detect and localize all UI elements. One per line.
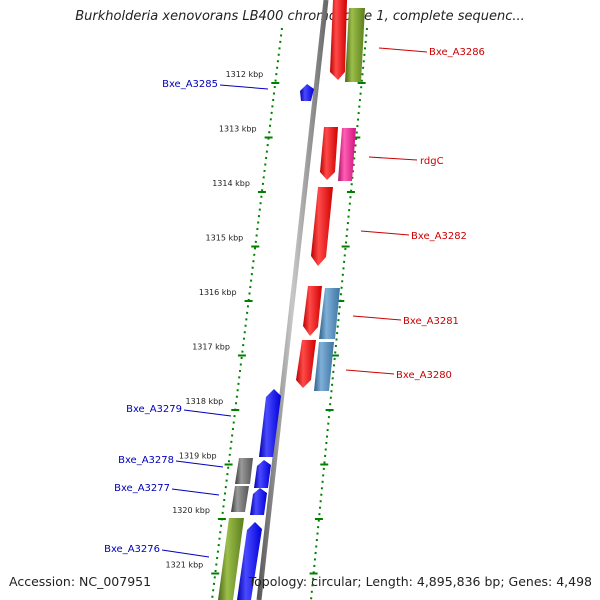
gene-leader-line xyxy=(345,369,395,375)
gene-label-bxe-a3276[interactable]: Bxe_A3276 xyxy=(104,544,160,555)
gene-bxe-a3281-red[interactable] xyxy=(303,286,322,336)
gene-leader-line xyxy=(175,460,224,468)
gene-rdgc[interactable] xyxy=(338,128,356,181)
gene-leader-line xyxy=(368,156,418,161)
gene-bxe-a3277[interactable] xyxy=(250,488,267,515)
ruler-label: 1318 kbp xyxy=(186,397,224,406)
gene-label-bxe-a3281[interactable]: Bxe_A3281 xyxy=(403,316,459,327)
gene-bxe-a3279[interactable] xyxy=(259,389,281,457)
gene-bxe-a3281[interactable] xyxy=(319,288,340,339)
ruler-label: 1315 kbp xyxy=(206,234,244,243)
accession-text: Accession: NC_007951 xyxy=(9,574,152,589)
gene-red-1[interactable] xyxy=(320,127,338,180)
map-title: Burkholderia xenovorans LB400 chromosome… xyxy=(75,9,525,24)
gene-leader-line xyxy=(360,230,410,236)
minus-strand-guide xyxy=(211,27,283,600)
gene-labels: Bxe_A3286 Bxe_A3285 rdgC Bxe_A3282 Bxe_A3281… xyxy=(104,47,485,558)
gene-bxe-a3277-gray[interactable] xyxy=(231,486,249,512)
kbp-ruler: 1312 kbp 1313 kbp 1314 kbp 1315 kbp 1316 kbp… xyxy=(166,70,366,575)
gene-leader-line xyxy=(183,409,232,417)
gene-features xyxy=(218,0,365,600)
genome-stats-text: Topology: circular; Length: 4,895,836 bp… xyxy=(248,574,592,589)
gene-label-bxe-a3286[interactable]: Bxe_A3286 xyxy=(429,47,485,58)
gene-bxe-a3280[interactable] xyxy=(314,342,334,391)
gene-bxe-a3285[interactable] xyxy=(300,84,314,101)
gene-label-bxe-a3277[interactable]: Bxe_A3277 xyxy=(114,483,170,494)
gene-label-rdgc[interactable]: rdgC xyxy=(420,156,444,167)
gene-bxe-a3278[interactable] xyxy=(254,460,271,488)
ruler-label: 1320 kbp xyxy=(172,506,210,515)
gene-bxe-a3280-red[interactable] xyxy=(296,340,316,388)
gene-leader-line xyxy=(219,84,269,90)
gene-bxe-a3282[interactable] xyxy=(311,187,333,266)
gene-label-bxe-a3278[interactable]: Bxe_A3278 xyxy=(118,455,174,466)
gene-label-bxe-a3280[interactable]: Bxe_A3280 xyxy=(396,370,452,381)
gene-bxe-a3278-gray[interactable] xyxy=(235,458,253,484)
gene-label-bxe-a3282[interactable]: Bxe_A3282 xyxy=(411,231,467,242)
gene-leader-line xyxy=(171,488,220,496)
gene-bxe-a3286[interactable] xyxy=(345,8,365,82)
gene-red-top[interactable] xyxy=(330,0,347,80)
ruler-label: 1319 kbp xyxy=(179,452,217,461)
ruler-label: 1313 kbp xyxy=(219,125,257,134)
plus-strand-guide xyxy=(310,27,368,600)
gene-leader-line xyxy=(161,549,210,558)
gene-label-bxe-a3285[interactable]: Bxe_A3285 xyxy=(162,79,218,90)
ruler-label: 1317 kbp xyxy=(192,343,230,352)
ruler-label: 1316 kbp xyxy=(199,288,237,297)
chromosome-backbone xyxy=(256,0,329,600)
ruler-label: 1314 kbp xyxy=(212,179,250,188)
ruler-label: 1312 kbp xyxy=(226,70,264,79)
gene-label-bxe-a3279[interactable]: Bxe_A3279 xyxy=(126,404,182,415)
gene-leader-line xyxy=(352,315,402,321)
gene-bxe-a3276[interactable] xyxy=(237,522,262,600)
gene-bxe-a3276-olive[interactable] xyxy=(218,518,244,600)
gene-leader-line xyxy=(378,47,428,53)
ruler-label: 1321 kbp xyxy=(166,561,204,570)
